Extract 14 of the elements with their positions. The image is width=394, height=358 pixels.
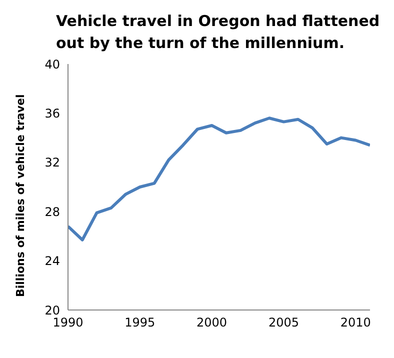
chart-title: Vehicle travel in Oregon had flattened out by the turn of the millennium. — [55, 11, 381, 54]
y-tick-label: 24 — [44, 254, 60, 268]
x-tick-label: 2005 — [268, 316, 299, 330]
y-tick-label: 28 — [44, 204, 60, 219]
line-series — [68, 116, 370, 242]
y-tick-label: 40 — [44, 57, 60, 72]
x-tick-label: 2010 — [340, 316, 371, 330]
y-axis-title: Billions of miles of vehicle travel — [14, 94, 27, 297]
x-tick-label: 1995 — [124, 316, 156, 330]
y-tick-label: 20 — [44, 303, 60, 318]
y-tick-label: 32 — [44, 156, 60, 170]
x-tick-label: 2000 — [196, 316, 228, 330]
x-tick-label: 1990 — [52, 316, 84, 330]
y-tick-label: 36 — [44, 106, 60, 120]
